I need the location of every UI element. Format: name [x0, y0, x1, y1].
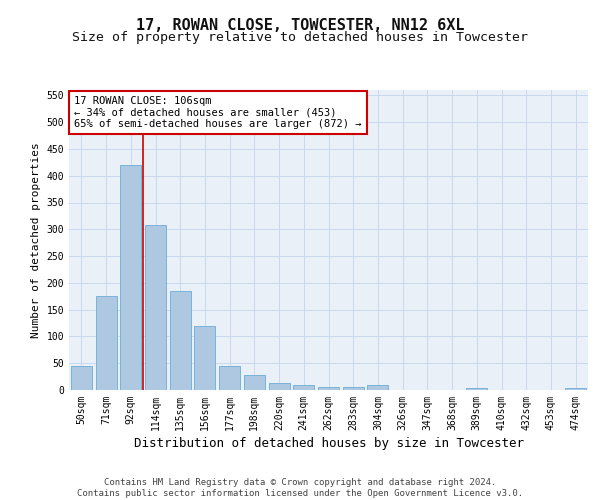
Bar	[145, 225, 166, 390]
Bar	[170, 291, 191, 390]
Text: 17, ROWAN CLOSE, TOWCESTER, NN12 6XL: 17, ROWAN CLOSE, TOWCESTER, NN12 6XL	[136, 18, 464, 32]
Bar	[318, 388, 339, 390]
Bar	[244, 375, 265, 390]
Text: Size of property relative to detached houses in Towcester: Size of property relative to detached ho…	[72, 31, 528, 44]
Bar	[95, 296, 116, 390]
X-axis label: Distribution of detached houses by size in Towcester: Distribution of detached houses by size …	[133, 437, 523, 450]
Text: Contains HM Land Registry data © Crown copyright and database right 2024.
Contai: Contains HM Land Registry data © Crown c…	[77, 478, 523, 498]
Bar	[120, 165, 141, 390]
Bar	[194, 326, 215, 390]
Bar	[269, 383, 290, 390]
Text: 17 ROWAN CLOSE: 106sqm
← 34% of detached houses are smaller (453)
65% of semi-de: 17 ROWAN CLOSE: 106sqm ← 34% of detached…	[74, 96, 362, 129]
Bar	[219, 366, 240, 390]
Bar	[565, 388, 586, 390]
Bar	[367, 384, 388, 390]
Bar	[293, 384, 314, 390]
Bar	[71, 366, 92, 390]
Y-axis label: Number of detached properties: Number of detached properties	[31, 142, 41, 338]
Bar	[466, 388, 487, 390]
Bar	[343, 388, 364, 390]
